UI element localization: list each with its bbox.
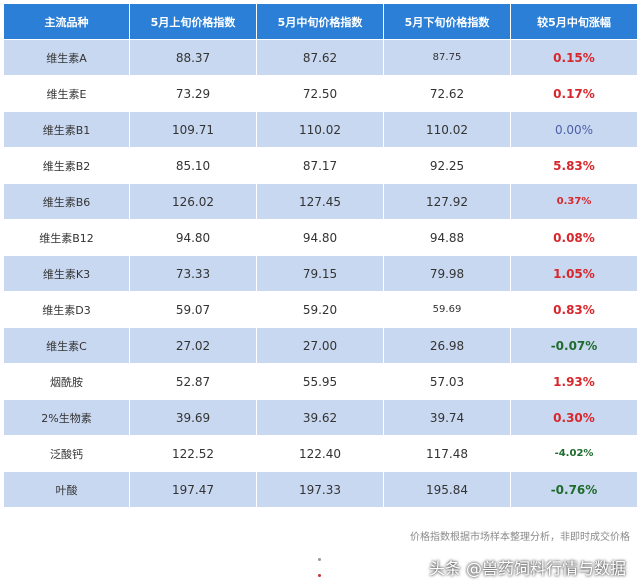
cell-variety: 维生素K3 <box>3 255 130 292</box>
cell-variety: 维生素B2 <box>3 147 130 184</box>
cell-late-may: 26.98 <box>383 327 511 364</box>
cell-change: -0.07% <box>510 327 638 364</box>
cell-variety: 维生素D3 <box>3 291 130 328</box>
cell-early-may: 85.10 <box>129 147 257 184</box>
cell-late-may: 59.69 <box>383 291 511 328</box>
cell-late-may: 127.92 <box>383 183 511 220</box>
cell-mid-may: 87.17 <box>256 147 384 184</box>
cell-early-may: 88.37 <box>129 39 257 76</box>
cell-change: 1.05% <box>510 255 638 292</box>
table-row: 维生素K3 73.33 79.15 79.98 1.05% <box>3 255 638 292</box>
cell-late-may: 117.48 <box>383 435 511 472</box>
cell-late-may: 79.98 <box>383 255 511 292</box>
cell-mid-may: 39.62 <box>256 399 384 436</box>
table-row: 泛酸钙 122.52 122.40 117.48 -4.02% <box>3 435 638 472</box>
cell-mid-may: 122.40 <box>256 435 384 472</box>
cell-late-may: 92.25 <box>383 147 511 184</box>
cell-change: 0.00% <box>510 111 638 148</box>
cell-change: 0.15% <box>510 39 638 76</box>
cell-early-may: 197.47 <box>129 471 257 508</box>
cell-change: 0.08% <box>510 219 638 256</box>
cell-variety: 维生素A <box>3 39 130 76</box>
cell-variety: 维生素B6 <box>3 183 130 220</box>
table-row: 维生素B2 85.10 87.17 92.25 5.83% <box>3 147 638 184</box>
cell-variety: 烟酰胺 <box>3 363 130 400</box>
cell-mid-may: 72.50 <box>256 75 384 112</box>
cell-variety: 泛酸钙 <box>3 435 130 472</box>
cell-early-may: 59.07 <box>129 291 257 328</box>
cell-change: -4.02% <box>510 435 638 472</box>
cell-early-may: 73.33 <box>129 255 257 292</box>
cell-mid-may: 110.02 <box>256 111 384 148</box>
cell-change: 1.93% <box>510 363 638 400</box>
cell-late-may: 195.84 <box>383 471 511 508</box>
cell-change: 5.83% <box>510 147 638 184</box>
table-row: 叶酸 197.47 197.33 195.84 -0.76% <box>3 471 638 508</box>
table-header-row: 主流品种 5月上旬价格指数 5月中旬价格指数 5月下旬价格指数 较5月中旬涨幅 <box>3 3 638 40</box>
table-row: 维生素A 88.37 87.62 87.75 0.15% <box>3 39 638 76</box>
cell-mid-may: 127.45 <box>256 183 384 220</box>
cell-variety: 维生素C <box>3 327 130 364</box>
cell-mid-may: 94.80 <box>256 219 384 256</box>
table-row: 维生素B12 94.80 94.80 94.88 0.08% <box>3 219 638 256</box>
cell-variety: 维生素B12 <box>3 219 130 256</box>
cell-early-may: 126.02 <box>129 183 257 220</box>
decorative-dot <box>318 558 321 561</box>
header-change: 较5月中旬涨幅 <box>510 3 638 40</box>
header-late-may: 5月下旬价格指数 <box>383 3 511 40</box>
watermark: 头条 @兽药饲料行情与数据 <box>428 559 626 578</box>
cell-early-may: 52.87 <box>129 363 257 400</box>
table-row: 烟酰胺 52.87 55.95 57.03 1.93% <box>3 363 638 400</box>
price-index-table-container: 主流品种 5月上旬价格指数 5月中旬价格指数 5月下旬价格指数 较5月中旬涨幅 … <box>3 3 638 508</box>
table-row: 2%生物素 39.69 39.62 39.74 0.30% <box>3 399 638 436</box>
cell-early-may: 39.69 <box>129 399 257 436</box>
cell-change: -0.76% <box>510 471 638 508</box>
table-row: 维生素E 73.29 72.50 72.62 0.17% <box>3 75 638 112</box>
table-row: 维生素B1 109.71 110.02 110.02 0.00% <box>3 111 638 148</box>
cell-change: 0.30% <box>510 399 638 436</box>
cell-early-may: 122.52 <box>129 435 257 472</box>
footnote: 价格指数根据市场样本整理分析，非即时成交价格 <box>410 532 630 543</box>
cell-early-may: 109.71 <box>129 111 257 148</box>
cell-variety: 维生素E <box>3 75 130 112</box>
cell-mid-may: 55.95 <box>256 363 384 400</box>
cell-early-may: 27.02 <box>129 327 257 364</box>
cell-change: 0.83% <box>510 291 638 328</box>
table-row: 维生素C 27.02 27.00 26.98 -0.07% <box>3 327 638 364</box>
cell-change: 0.17% <box>510 75 638 112</box>
cell-mid-may: 79.15 <box>256 255 384 292</box>
cell-variety: 维生素B1 <box>3 111 130 148</box>
header-mid-may: 5月中旬价格指数 <box>256 3 384 40</box>
cell-late-may: 94.88 <box>383 219 511 256</box>
cell-early-may: 94.80 <box>129 219 257 256</box>
cell-mid-may: 197.33 <box>256 471 384 508</box>
header-variety: 主流品种 <box>3 3 130 40</box>
cell-mid-may: 59.20 <box>256 291 384 328</box>
price-index-table: 主流品种 5月上旬价格指数 5月中旬价格指数 5月下旬价格指数 较5月中旬涨幅 … <box>3 3 638 508</box>
cell-late-may: 57.03 <box>383 363 511 400</box>
cell-variety: 2%生物素 <box>3 399 130 436</box>
table-row: 维生素B6 126.02 127.45 127.92 0.37% <box>3 183 638 220</box>
cell-early-may: 73.29 <box>129 75 257 112</box>
cell-variety: 叶酸 <box>3 471 130 508</box>
cell-late-may: 72.62 <box>383 75 511 112</box>
cell-mid-may: 87.62 <box>256 39 384 76</box>
table-row: 维生素D3 59.07 59.20 59.69 0.83% <box>3 291 638 328</box>
decorative-dot <box>318 574 321 577</box>
header-early-may: 5月上旬价格指数 <box>129 3 257 40</box>
cell-late-may: 87.75 <box>383 39 511 76</box>
cell-late-may: 39.74 <box>383 399 511 436</box>
cell-late-may: 110.02 <box>383 111 511 148</box>
cell-change: 0.37% <box>510 183 638 220</box>
cell-mid-may: 27.00 <box>256 327 384 364</box>
